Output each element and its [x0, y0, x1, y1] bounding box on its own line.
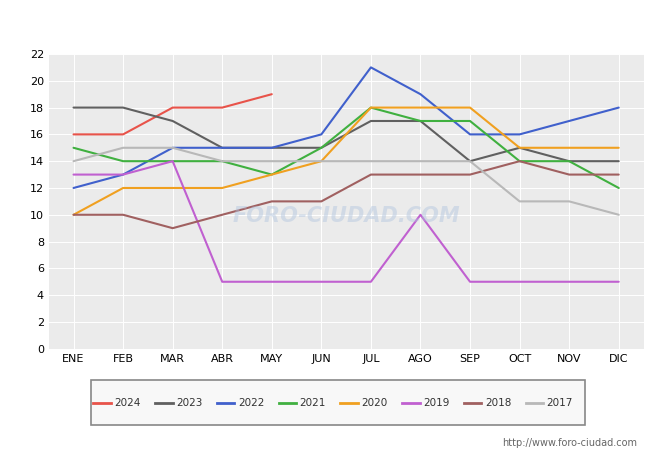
Text: 2018: 2018 — [485, 398, 512, 408]
Text: 2020: 2020 — [361, 398, 387, 408]
Text: 2021: 2021 — [300, 398, 326, 408]
Text: 2017: 2017 — [547, 398, 573, 408]
Text: 2019: 2019 — [423, 398, 450, 408]
FancyBboxPatch shape — [91, 380, 585, 425]
Text: FORO-CIUDAD.COM: FORO-CIUDAD.COM — [232, 206, 460, 226]
Text: 2024: 2024 — [114, 398, 141, 408]
Text: http://www.foro-ciudad.com: http://www.foro-ciudad.com — [502, 438, 637, 448]
Text: Afiliados en La Torre de Fontaubella a 31/5/2024: Afiliados en La Torre de Fontaubella a 3… — [125, 12, 525, 31]
Text: 2023: 2023 — [176, 398, 203, 408]
Text: 2022: 2022 — [238, 398, 265, 408]
